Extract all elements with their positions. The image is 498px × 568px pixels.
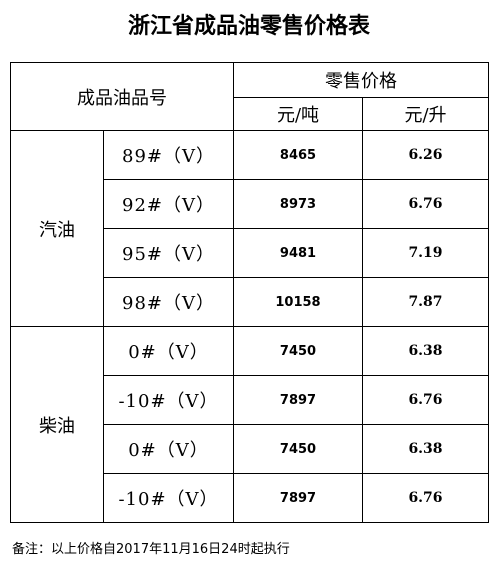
price-per-ton: 10158: [233, 277, 363, 327]
price-per-liter: 6.26: [362, 130, 489, 180]
header-cell: 元/吨: [233, 97, 363, 131]
grade-cell: 92#（Ⅴ）: [103, 179, 234, 229]
table-row: -10#（V） 7897 6.76: [11, 375, 489, 425]
price-per-ton: 7450: [233, 424, 363, 474]
price-per-liter: 7.19: [362, 228, 489, 278]
table-row: -10#（V） 7897 6.76: [11, 473, 489, 523]
header-cell: 零售价格: [233, 62, 489, 98]
grade-cell: 0#（V）: [103, 424, 234, 474]
header-row: 成品油品号 零售价格: [10, 62, 489, 131]
table-row: 汽油 89#（Ⅴ） 8465 6.26: [10, 130, 489, 327]
price-per-liter: 7.87: [362, 277, 489, 327]
table-row: 98#（Ⅴ） 10158 7.87: [11, 277, 489, 327]
price-per-ton: 7897: [233, 375, 363, 425]
table-head: 成品油品号 零售价格 元/吨 元/升: [10, 62, 489, 131]
price-per-liter: 6.38: [362, 326, 489, 376]
group-cell: 柴油: [10, 326, 104, 523]
table-row: 92#（Ⅴ） 8973 6.76: [11, 179, 489, 229]
price-per-ton: 8973: [233, 179, 363, 229]
header-cell: 元/升: [362, 97, 489, 131]
price-per-ton: 7897: [233, 473, 363, 523]
group-cell: 汽油: [10, 130, 104, 327]
grade-cell: 95#（Ⅴ）: [103, 228, 234, 278]
header-row: 元/吨 元/升: [11, 97, 489, 131]
price-per-liter: 6.76: [362, 179, 489, 229]
grade-cell: 98#（Ⅴ）: [103, 277, 234, 327]
grade-cell: -10#（V）: [103, 473, 234, 523]
table-row: 柴油 0#（V） 7450 6.38: [10, 326, 489, 523]
header-cell: 成品油品号: [10, 62, 234, 131]
grade-cell: 0#（V）: [103, 326, 234, 376]
table-body: 汽油 89#（Ⅴ） 8465 6.26 92#（Ⅴ） 8973 6.76 95#（Ⅴ） 9481…: [10, 130, 489, 523]
table-row: 0#（V） 7450 6.38: [11, 424, 489, 474]
price-per-liter: 6.38: [362, 424, 489, 474]
note: 备注：以上价格自2017年11月16日24时起执行: [12, 542, 290, 557]
price-table: 成品油品号 零售价格 元/吨 元/升 汽油 89#（Ⅴ） 8465 6.26 92#（Ⅴ…: [10, 62, 489, 523]
price-per-ton: 8465: [233, 130, 363, 180]
price-per-liter: 6.76: [362, 473, 489, 523]
price-per-liter: 6.76: [362, 375, 489, 425]
price-per-ton: 7450: [233, 326, 363, 376]
grade-cell: 89#（Ⅴ）: [103, 130, 234, 180]
title: 浙江省成品油零售价格表: [127, 13, 370, 39]
price-per-ton: 9481: [233, 228, 363, 278]
grade-cell: -10#（V）: [103, 375, 234, 425]
table-row: 95#（Ⅴ） 9481 7.19: [11, 228, 489, 278]
